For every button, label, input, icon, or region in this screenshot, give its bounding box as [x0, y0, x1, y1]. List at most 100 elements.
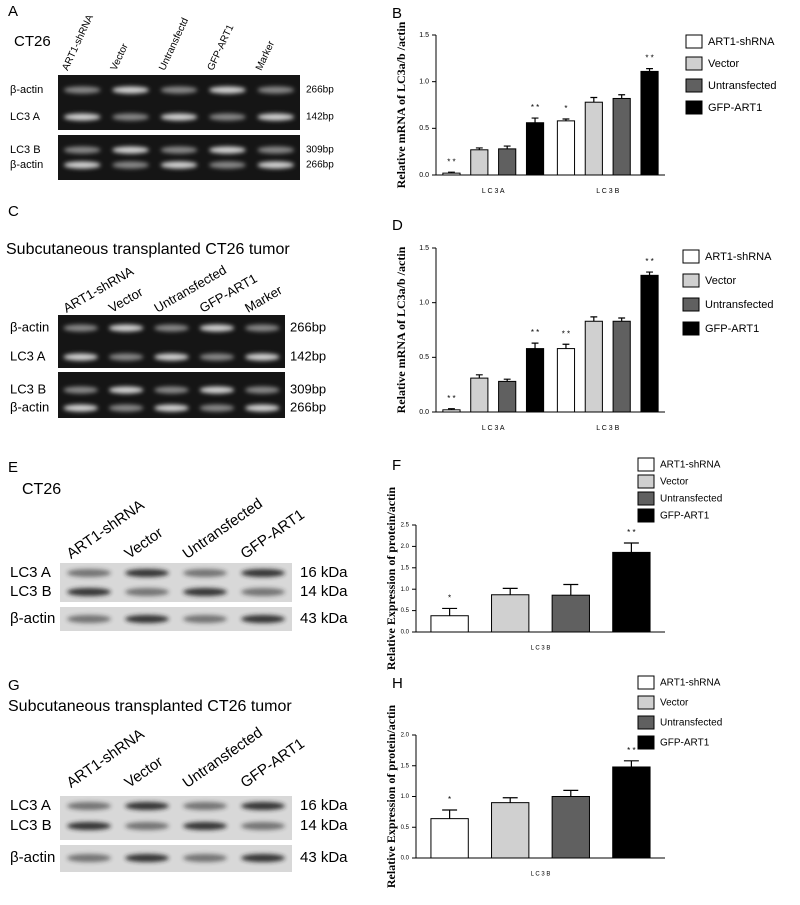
- significance: *: [448, 795, 451, 804]
- bar: [442, 172, 461, 176]
- legend-swatch: [637, 735, 655, 750]
- y-tick-label: 1.5: [401, 763, 410, 769]
- error-bar: [502, 587, 518, 595]
- legend-swatch: [682, 297, 700, 312]
- error-bar: [448, 408, 455, 410]
- band: [124, 615, 170, 623]
- row-label: β-actin: [10, 399, 49, 414]
- panel-label: F: [392, 457, 401, 474]
- significance: *: [564, 104, 567, 113]
- band: [182, 588, 228, 596]
- error-bar: [442, 809, 458, 819]
- legend-swatch: [637, 457, 655, 472]
- error-bar: [590, 316, 598, 322]
- band: [160, 146, 198, 154]
- band: [257, 86, 295, 94]
- band: [245, 353, 280, 361]
- legend-label: Vector: [660, 477, 689, 488]
- band: [112, 161, 149, 169]
- y-tick-label: 1.0: [419, 79, 429, 86]
- band: [63, 161, 101, 169]
- band: [66, 588, 112, 596]
- band: [182, 569, 228, 577]
- lane-label: ART1-shRNA: [60, 13, 96, 73]
- bar: [640, 70, 659, 176]
- bar: [430, 818, 469, 859]
- gel-strip: [58, 75, 300, 130]
- size-label: 309bp: [290, 381, 326, 396]
- legend-label: Untransfected: [705, 299, 773, 311]
- band: [182, 822, 228, 830]
- y-axis-label: Relative mRNA of LC3a/b /actin: [394, 21, 408, 188]
- legend-swatch: [682, 321, 700, 336]
- legend-label: Untransfected: [660, 718, 722, 729]
- band: [240, 802, 286, 810]
- y-tick-label: 0.0: [401, 630, 410, 636]
- band: [199, 386, 235, 394]
- size-label: 266bp: [290, 319, 326, 334]
- band: [199, 324, 235, 332]
- band: [66, 802, 112, 810]
- significance: *: [448, 594, 451, 603]
- row-label: LC3 A: [10, 348, 46, 363]
- x-tick-label: L C 3 A: [482, 188, 505, 195]
- band: [63, 146, 101, 154]
- y-tick-label: 0.5: [419, 125, 429, 132]
- legend-label: ART1-shRNA: [660, 460, 721, 471]
- band: [63, 386, 98, 394]
- band: [63, 113, 101, 121]
- band: [63, 324, 98, 332]
- legend-label: Vector: [705, 275, 737, 287]
- band: [240, 569, 286, 577]
- y-tick-label: 1.0: [419, 300, 429, 307]
- bar: [442, 409, 461, 413]
- error-bar: [442, 607, 458, 616]
- band: [240, 822, 286, 830]
- y-axis-label: Relative Expression of protein/actin: [384, 487, 398, 671]
- legend-label: Untransfected: [660, 494, 722, 505]
- legend-label: Vector: [708, 58, 740, 70]
- size-label: 16 kDa: [300, 797, 348, 814]
- band: [108, 386, 144, 394]
- legend-swatch: [637, 715, 655, 730]
- size-label: 43 kDa: [300, 610, 348, 627]
- significance: * *: [627, 746, 635, 755]
- band: [66, 615, 112, 623]
- y-tick-label: 2.0: [401, 733, 410, 739]
- error-bar: [563, 583, 579, 596]
- error-bar: [531, 117, 539, 123]
- legend-label: GFP-ART1: [660, 511, 710, 522]
- error-bar: [531, 342, 539, 349]
- band: [124, 802, 170, 810]
- bar: [525, 348, 545, 413]
- row-label: LC3 A: [10, 797, 51, 814]
- band: [154, 404, 189, 412]
- band: [209, 113, 246, 121]
- error-bar: [475, 374, 483, 379]
- y-tick-label: 0.0: [401, 856, 410, 862]
- band: [182, 615, 228, 623]
- band: [209, 86, 246, 94]
- y-tick-label: 1.5: [401, 565, 410, 571]
- band: [108, 404, 144, 412]
- error-bar: [623, 542, 639, 553]
- error-bar: [562, 343, 570, 349]
- legend-swatch: [682, 249, 700, 264]
- band: [240, 615, 286, 623]
- size-label: 142bp: [290, 348, 326, 363]
- x-tick-label: L C 3 A: [482, 425, 505, 432]
- band: [160, 86, 198, 94]
- row-label: β-actin: [10, 84, 43, 96]
- panel-label: C: [8, 203, 19, 220]
- legend-label: GFP-ART1: [705, 323, 759, 335]
- error-bar: [646, 271, 653, 276]
- legend-swatch: [637, 675, 655, 690]
- size-label: 142bp: [306, 112, 334, 123]
- bar: [584, 320, 603, 413]
- band: [112, 146, 149, 154]
- y-axis-label: Relative Expression of protein/actin: [384, 705, 398, 889]
- band: [154, 324, 189, 332]
- y-axis-label: Relative mRNA of LC3a/b /actin: [394, 246, 408, 413]
- error-bar: [618, 317, 626, 322]
- band: [245, 324, 280, 332]
